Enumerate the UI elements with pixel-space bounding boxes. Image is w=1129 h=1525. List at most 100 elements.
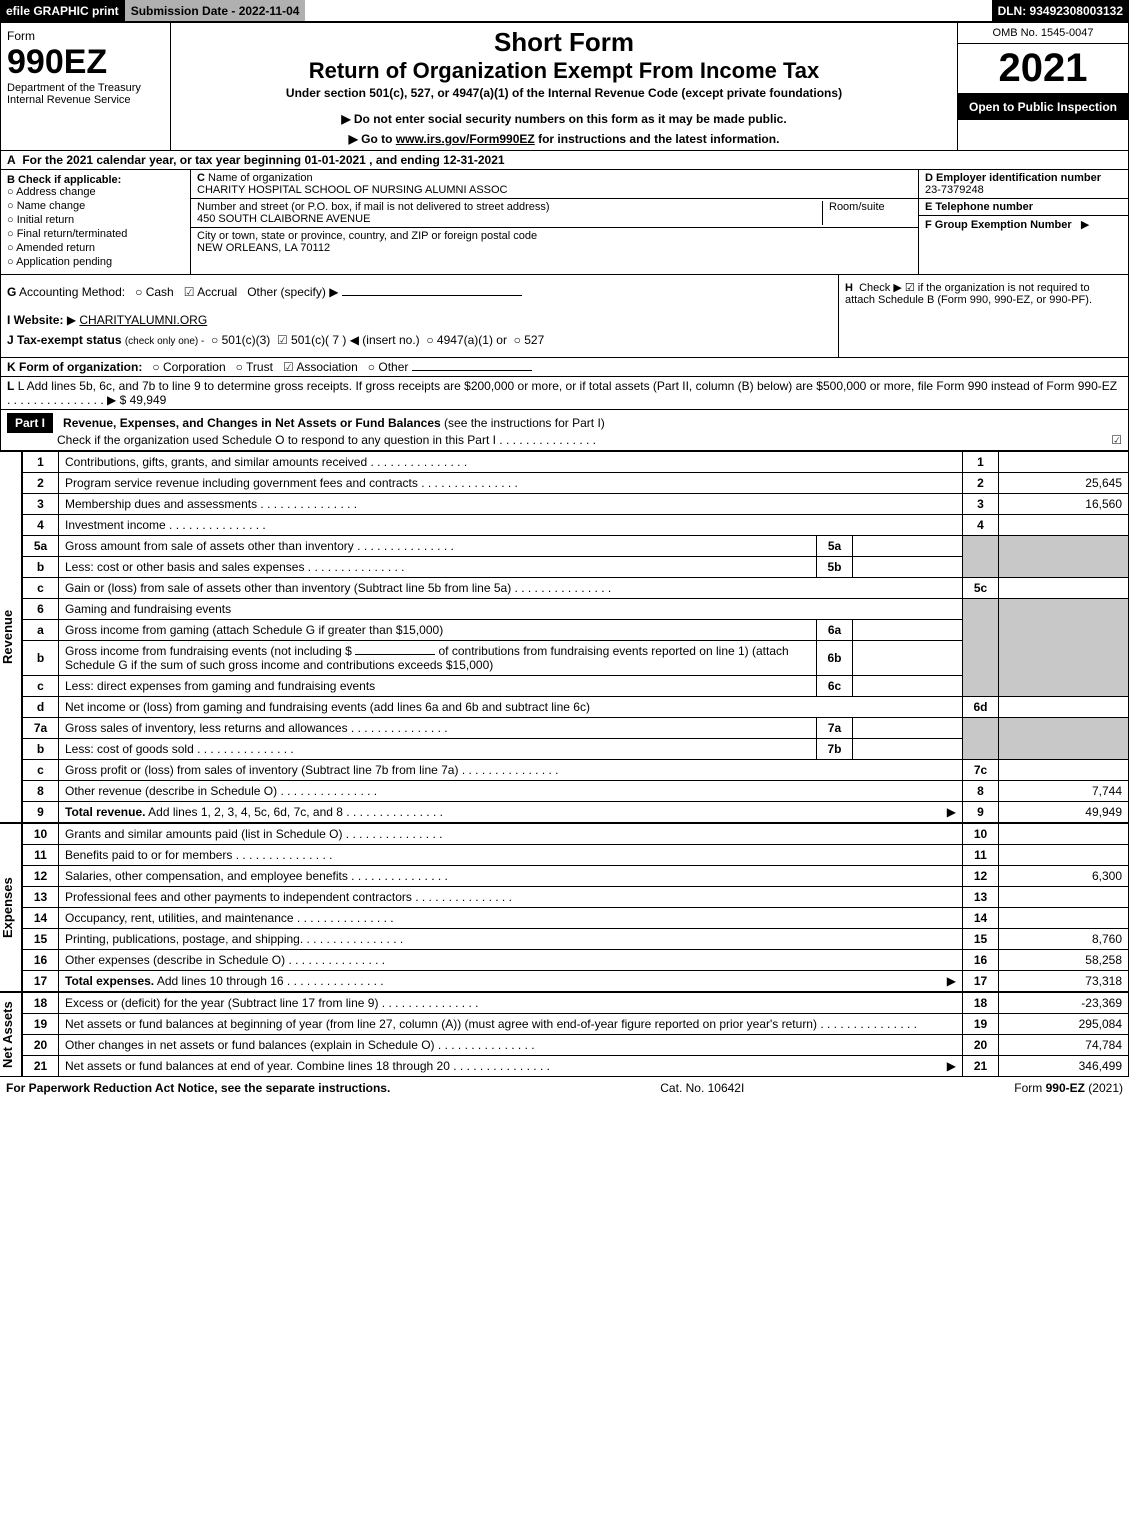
- line-11-num: 11: [23, 845, 59, 866]
- inner-5a-val: [853, 536, 963, 557]
- city-value: NEW ORLEANS, LA 70112: [197, 242, 912, 254]
- other-org-line[interactable]: [412, 370, 532, 371]
- line-21: 21 Net assets or fund balances at end of…: [23, 1056, 1129, 1077]
- goto-link[interactable]: www.irs.gov/Form990EZ: [396, 132, 535, 146]
- section-a-text: For the 2021 calendar year, or tax year …: [22, 153, 504, 167]
- line-14: 14 Occupancy, rent, utilities, and maint…: [23, 908, 1129, 929]
- chk-527[interactable]: 527: [514, 333, 545, 347]
- section-l-text: L Add lines 5b, 6c, and 7b to line 9 to …: [18, 379, 1117, 393]
- dots-filler: [194, 742, 294, 756]
- line-18-num: 18: [23, 993, 59, 1014]
- chk-4947a1[interactable]: 4947(a)(1) or: [426, 333, 507, 347]
- line-17-num: 17: [23, 971, 59, 992]
- chk-trust[interactable]: Trust: [236, 360, 273, 374]
- chk-initial-return[interactable]: Initial return: [7, 214, 184, 226]
- website-link[interactable]: CHARITYALUMNI.ORG: [79, 313, 207, 327]
- chk-address-change[interactable]: Address change: [7, 186, 184, 198]
- dln: DLN: 93492308003132: [992, 0, 1129, 21]
- cell-19-num: 19: [963, 1014, 999, 1035]
- section-l: L L Add lines 5b, 6c, and 7b to line 9 t…: [0, 377, 1129, 410]
- line-9-num: 9: [23, 802, 59, 823]
- cell-5c-val: [999, 578, 1129, 599]
- cell-20-val: 74,784: [999, 1035, 1129, 1056]
- grey-6: [963, 599, 999, 697]
- line-6d-desc: Net income or (loss) from gaming and fun…: [59, 697, 963, 718]
- part1-badge: Part I: [7, 413, 53, 433]
- arrow-icon: ▶: [1075, 219, 1090, 231]
- chk-schedule-o[interactable]: [1111, 433, 1122, 447]
- line-7c: c Gross profit or (loss) from sales of i…: [23, 760, 1129, 781]
- form-header: Form 990EZ Department of the Treasury In…: [0, 22, 1129, 151]
- line-1: 1 Contributions, gifts, grants, and simi…: [23, 452, 1129, 473]
- chk-501c[interactable]: 501(c)( 7 ) ◀ (insert no.): [277, 333, 420, 347]
- line-10: 10 Grants and similar amounts paid (list…: [23, 824, 1129, 845]
- section-k: K Form of organization: Corporation Trus…: [0, 358, 1129, 377]
- chk-final-return[interactable]: Final return/terminated: [7, 228, 184, 240]
- line-6-num: 6: [23, 599, 59, 620]
- line-4-num: 4: [23, 515, 59, 536]
- section-a-letter: A: [7, 153, 19, 167]
- chk-name-change[interactable]: Name change: [7, 200, 184, 212]
- inner-6a-val: [853, 620, 963, 641]
- ssn-warning: Do not enter social security numbers on …: [181, 112, 947, 126]
- chk-501c3[interactable]: 501(c)(3): [211, 333, 270, 347]
- line-2: 2 Program service revenue including gove…: [23, 473, 1129, 494]
- line-20-desc: Other changes in net assets or fund bala…: [65, 1038, 435, 1052]
- dots-filler: [458, 763, 558, 777]
- other-specify-line[interactable]: [342, 295, 522, 296]
- cell-18-num: 18: [963, 993, 999, 1014]
- org-name-label: Name of organization: [208, 172, 313, 184]
- city-label: City or town, state or province, country…: [197, 230, 912, 242]
- cell-21-val: 346,499: [999, 1056, 1129, 1077]
- line-5b-num: b: [23, 557, 59, 578]
- line-8-desc: Other revenue (describe in Schedule O): [65, 784, 277, 798]
- chk-association[interactable]: Association: [283, 360, 358, 374]
- section-h-text: Check ▶ ☑ if the organization is not req…: [845, 282, 1092, 306]
- chk-corporation[interactable]: Corporation: [152, 360, 225, 374]
- cell-11-num: 11: [963, 845, 999, 866]
- line-6d-num: d: [23, 697, 59, 718]
- dots-filler: [166, 518, 266, 532]
- line-19: 19 Net assets or fund balances at beginn…: [23, 1014, 1129, 1035]
- section-e: E Telephone number: [919, 199, 1128, 216]
- chk-accrual[interactable]: Accrual: [184, 285, 237, 299]
- arrow-icon: ▶: [947, 974, 956, 988]
- section-def: D Employer identification number 23-7379…: [918, 170, 1128, 274]
- line-6a-num: a: [23, 620, 59, 641]
- inner-7b-label: 7b: [817, 739, 853, 760]
- cell-12-val: 6,300: [999, 866, 1129, 887]
- chk-cash[interactable]: Cash: [135, 285, 174, 299]
- section-l-value: $ 49,949: [120, 393, 167, 407]
- line-1-desc: Contributions, gifts, grants, and simila…: [65, 455, 367, 469]
- cell-13-val: [999, 887, 1129, 908]
- inner-6c-val: [853, 676, 963, 697]
- dots-filler: [378, 996, 478, 1010]
- cell-9-num: 9: [963, 802, 999, 823]
- dots-filler: [303, 932, 403, 946]
- chk-amended-return[interactable]: Amended return: [7, 242, 184, 254]
- cell-2-val: 25,645: [999, 473, 1129, 494]
- dots-filler: [232, 848, 332, 862]
- line-14-num: 14: [23, 908, 59, 929]
- contrib-amount-blank[interactable]: [355, 654, 435, 655]
- section-bcdef: B Check if applicable: Address change Na…: [0, 170, 1129, 275]
- section-b-checklist: Address change Name change Initial retur…: [7, 186, 184, 268]
- line-18: 18 Excess or (deficit) for the year (Sub…: [23, 993, 1129, 1014]
- chk-other-org[interactable]: Other: [368, 360, 409, 374]
- part1-check-line: Check if the organization used Schedule …: [57, 433, 496, 447]
- cell-13-num: 13: [963, 887, 999, 908]
- part1-title: Revenue, Expenses, and Changes in Net As…: [63, 416, 441, 430]
- chk-application-pending[interactable]: Application pending: [7, 256, 184, 268]
- footer-right-suffix: (2021): [1085, 1081, 1123, 1095]
- line-14-desc: Occupancy, rent, utilities, and maintena…: [65, 911, 294, 925]
- ein-value: 23-7379248: [925, 184, 1122, 196]
- line-13-num: 13: [23, 887, 59, 908]
- line-8: 8 Other revenue (describe in Schedule O)…: [23, 781, 1129, 802]
- inner-6b-label: 6b: [817, 641, 853, 676]
- cell-21-num: 21: [963, 1056, 999, 1077]
- line-7a: 7a Gross sales of inventory, less return…: [23, 718, 1129, 739]
- section-h: H Check ▶ ☑ if the organization is not r…: [838, 275, 1128, 357]
- dept-treasury: Department of the Treasury Internal Reve…: [7, 82, 164, 106]
- line-3-desc: Membership dues and assessments: [65, 497, 257, 511]
- cell-1-num: 1: [963, 452, 999, 473]
